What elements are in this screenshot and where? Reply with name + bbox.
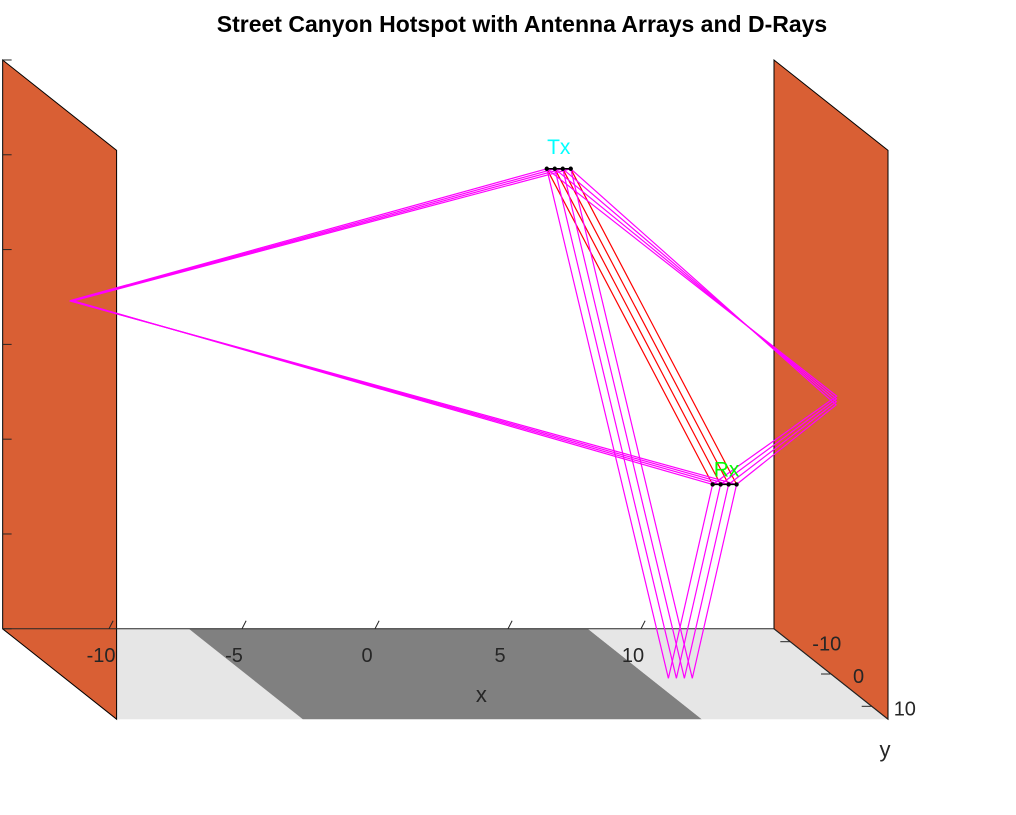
chart-title: Street Canyon Hotspot with Antenna Array…: [217, 11, 827, 37]
right-wall-reflection-path: [570, 168, 838, 485]
x-tick-label: 0: [361, 645, 372, 667]
y-axis-label: y: [880, 737, 891, 762]
line-of-sight-path: [570, 168, 738, 485]
right-wall-reflection-path: [554, 168, 838, 485]
right-wall-reflection-group: [546, 168, 838, 485]
rays: [69, 168, 838, 679]
line-of-sight-group: [546, 168, 738, 485]
line-of-sight-path: [554, 168, 722, 485]
left-wall-reflection-path: [69, 168, 737, 485]
x-tick-mark: [241, 620, 247, 630]
ground-planes: [2, 628, 888, 720]
x-tick-label: -5: [225, 645, 243, 667]
left-building: [2, 58, 118, 721]
tx-label: Tx: [547, 136, 571, 159]
ground-reflection-group: [546, 168, 738, 679]
x-axis-label: x: [476, 682, 487, 707]
right-wall-reflection-path: [562, 168, 838, 485]
x-tick-label: 10: [622, 645, 644, 667]
x-tick-label: -10: [87, 645, 116, 667]
right-wall-reflection-path: [546, 168, 838, 485]
x-tick-mark: [374, 620, 380, 630]
rx-label: Rx: [714, 458, 740, 481]
ground-reflection-path: [546, 168, 714, 679]
left-wall-reflection-group: [69, 168, 737, 485]
road: [188, 628, 702, 720]
ground-reflection-path: [570, 168, 738, 679]
ground-reflection-path: [554, 168, 722, 679]
x-tick-mark: [640, 620, 646, 630]
antenna-markers: Tx Rx: [544, 136, 740, 487]
x-tick-mark: [507, 620, 513, 630]
building-walls: [2, 58, 889, 721]
y-tick-label: -10: [812, 634, 841, 656]
right-sidewalk: [587, 628, 888, 720]
x-tick-label: 5: [494, 645, 505, 667]
ground-reflection-path: [562, 168, 730, 679]
y-tick-label: 10: [894, 698, 916, 720]
line-of-sight-path: [562, 168, 730, 485]
x-tick-mark: [108, 620, 114, 630]
right-building: [773, 58, 889, 721]
line-of-sight-path: [546, 168, 714, 485]
y-tick-label: 0: [853, 666, 864, 688]
